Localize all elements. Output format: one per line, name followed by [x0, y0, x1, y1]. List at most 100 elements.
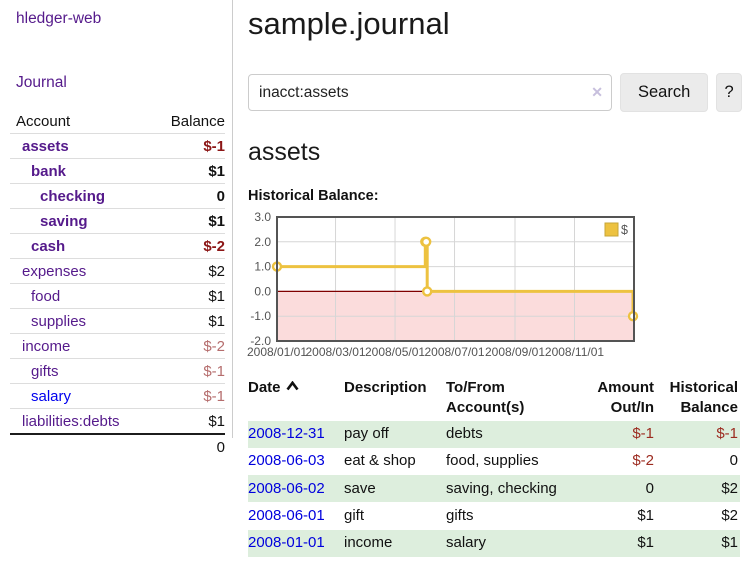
account-balance-cell: $-2: [154, 234, 225, 259]
transaction-date-cell: 2008-06-03: [248, 448, 344, 475]
transaction-amount-cell: $1: [637, 506, 654, 524]
brand-link[interactable]: hledger-web: [16, 10, 102, 27]
date-column-header[interactable]: Date: [248, 376, 344, 421]
sidebar-account-link[interactable]: cash: [31, 237, 66, 255]
x-axis-tick-label: 2008/07/01: [424, 345, 484, 359]
account-name-cell: liabilities:debts: [10, 409, 154, 435]
account-row: saving $1: [10, 208, 225, 234]
account-balance-cell: $1: [154, 309, 225, 334]
x-axis-tick-label: 2008/05/01: [365, 345, 425, 359]
account-row: liabilities:debts $1: [10, 408, 225, 435]
legend-label: $: [621, 223, 628, 237]
sort-ascending-icon: [285, 380, 299, 391]
account-balance-cell: $-1: [154, 359, 225, 384]
transaction-date-link[interactable]: 2008-12-31: [248, 425, 325, 442]
sidebar-account-link[interactable]: checking: [40, 187, 106, 205]
register-row: 2008-06-03 eat & shop food, supplies $-2 0: [248, 448, 740, 475]
transaction-date-cell: 2008-06-01: [248, 502, 344, 529]
account-balance-cell: 0: [154, 184, 225, 209]
accounts-column-header: To/From Account(s): [446, 379, 525, 417]
transaction-amount-cell: $-1: [632, 425, 654, 442]
main-content: sample.journal ✕ Search ? assets Histori…: [247, 0, 742, 557]
sidebar-account-link[interactable]: liabilities:debts: [22, 412, 120, 430]
transaction-accounts-cell: debts: [446, 425, 483, 442]
transaction-date-cell: 2008-12-31: [248, 421, 344, 448]
account-name-cell: checking: [10, 184, 154, 209]
y-axis-tick-label: -1.0: [250, 309, 271, 323]
transaction-date-cell: 2008-06-02: [248, 475, 344, 502]
sidebar-account-link[interactable]: expenses: [22, 262, 87, 280]
account-row: food $1: [10, 283, 225, 309]
account-balance-cell: $-1: [154, 384, 225, 409]
account-heading: assets: [248, 138, 321, 166]
balance-value: $1: [208, 287, 225, 305]
account-row: bank $1: [10, 158, 225, 184]
register-header-row: Date Description To/From Account(s) Amou…: [248, 376, 740, 421]
chart-canvas: $3.0 2.0 1.0 0.0 -1.0 -2.02008/01/012008/03/0…: [247, 210, 639, 359]
account-row: expenses $2: [10, 258, 225, 284]
register-row: 2008-01-01 income salary $1 $1: [248, 529, 740, 557]
transaction-date-link[interactable]: 2008-01-01: [248, 534, 325, 551]
account-column-header: Account: [16, 112, 71, 130]
page-title: sample.journal: [248, 6, 450, 41]
account-balance-cell: $-1: [154, 134, 225, 159]
account-balance-cell: $-2: [154, 334, 225, 359]
sidebar-account-link[interactable]: gifts: [31, 362, 59, 380]
help-button[interactable]: ?: [716, 73, 742, 112]
transaction-accounts-cell: gifts: [446, 506, 474, 524]
balance-column-header: Balance: [170, 112, 225, 130]
sidebar-account-link[interactable]: income: [22, 337, 71, 355]
balance-value: $1: [208, 212, 225, 230]
account-table-body: assets $-1 bank $1 checking 0 saving $1 cash $-2 e…: [10, 133, 225, 460]
transaction-description-cell: save: [344, 479, 376, 497]
description-column-header: Description: [344, 379, 427, 396]
transaction-accounts-cell: saving, checking: [446, 479, 557, 497]
transaction-amount-cell: $-2: [632, 452, 654, 470]
search-input[interactable]: [248, 74, 612, 111]
account-name-cell: gifts: [10, 359, 154, 384]
historical-balance-chart: $3.0 2.0 1.0 0.0 -1.0 -2.0 2008/01/01 2008/03/0…: [247, 210, 742, 363]
search-box: ✕: [248, 74, 612, 111]
balance-value: $1: [208, 312, 225, 330]
account-name-cell: food: [10, 284, 154, 309]
sidebar-account-link[interactable]: assets: [22, 137, 69, 155]
account-row: income $-2: [10, 333, 225, 359]
transaction-date-link[interactable]: 2008-06-03: [248, 452, 325, 470]
balance-value: $-1: [203, 362, 225, 380]
transaction-balance-cell: $1: [721, 534, 738, 551]
total-row: 0: [10, 434, 225, 459]
y-axis-tick-label: 0.0: [254, 284, 271, 298]
transaction-date-link[interactable]: 2008-06-01: [248, 506, 325, 524]
sidebar-account-link[interactable]: supplies: [31, 312, 87, 330]
balance-value: $-1: [203, 387, 225, 405]
transaction-description-cell: pay off: [344, 425, 389, 442]
chart-title: Historical Balance:: [248, 188, 379, 204]
x-axis-tick-label: 2008/01/01: [247, 345, 307, 359]
transaction-balance-cell: $2: [721, 479, 738, 497]
account-row: supplies $1: [10, 308, 225, 334]
account-balance-cell: $2: [154, 259, 225, 284]
sidebar-item-journal[interactable]: Journal: [16, 74, 67, 91]
sidebar-account-link[interactable]: food: [31, 287, 61, 305]
balance-column-header-main: Historical Balance: [669, 379, 738, 417]
account-name-cell: expenses: [10, 259, 154, 284]
register-table-body: 2008-12-31 pay off debts $-1 $-1 2008-06-03 ea…: [248, 420, 740, 557]
search-button[interactable]: Search: [620, 73, 709, 112]
sidebar-account-link[interactable]: bank: [31, 162, 67, 180]
sidebar-account-link[interactable]: saving: [40, 212, 88, 230]
data-point-marker: [421, 286, 433, 297]
clear-search-icon[interactable]: ✕: [591, 84, 603, 100]
sidebar-account-link[interactable]: salary: [31, 387, 72, 405]
account-row: assets $-1: [10, 133, 225, 159]
amount-column-header: Amount Out/In: [597, 379, 654, 417]
account-name-cell: assets: [10, 134, 154, 159]
register-row: 2008-06-02 save saving, checking 0 $2: [248, 475, 740, 503]
transaction-date-link[interactable]: 2008-06-02: [248, 479, 325, 497]
transaction-balance-cell: $-1: [716, 425, 738, 442]
y-axis-tick-label: 2.0: [254, 235, 271, 249]
account-balance-cell: $1: [154, 209, 225, 234]
account-name-cell: income: [10, 334, 154, 359]
account-name-cell: supplies: [10, 309, 154, 334]
account-table-header: Account Balance: [10, 109, 225, 134]
sidebar: hledger-web Journal Account Balance asse…: [0, 0, 233, 456]
